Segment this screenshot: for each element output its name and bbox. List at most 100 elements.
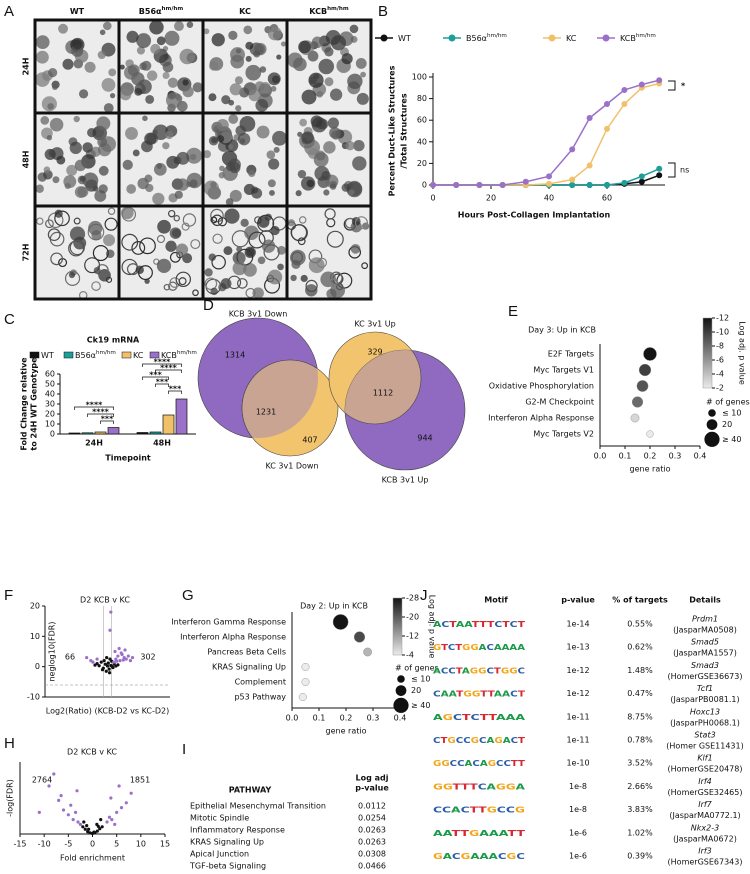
- point: [100, 825, 104, 829]
- pathway-name: Mitotic Spindle: [190, 814, 249, 823]
- cell-ring: [217, 217, 228, 227]
- category-label: G2-M Checkpoint: [525, 398, 594, 407]
- cell-blob: [316, 90, 324, 98]
- motif-letter: C: [450, 759, 458, 768]
- motif-letter: A: [480, 852, 490, 861]
- motif-letter: C: [494, 620, 502, 629]
- cell-ring: [96, 264, 109, 277]
- motif-letter: C: [433, 736, 441, 745]
- motif-letter: G: [470, 666, 478, 675]
- cell-blob: [252, 287, 264, 299]
- legend-marker: [602, 34, 610, 42]
- point: [86, 830, 90, 834]
- point: [569, 182, 576, 188]
- cell-blob: [350, 243, 361, 254]
- point: [121, 658, 125, 662]
- cell-ring: [212, 233, 223, 244]
- cell-blob: [257, 256, 266, 265]
- size-legend-title: # of genes: [395, 664, 439, 673]
- cell-ring: [156, 234, 166, 244]
- cell-blob: [56, 155, 66, 165]
- y-tick-label: 0: [422, 181, 427, 190]
- cell-ring: [204, 277, 218, 291]
- motif-letter: A: [449, 689, 458, 698]
- motif-source: (HomerGSE36673): [668, 672, 743, 681]
- colorbar-tick-label: -4: [406, 651, 414, 660]
- y-axis-label: /Total Structures: [400, 93, 409, 168]
- dot: [332, 614, 349, 630]
- motif-letter: A: [479, 643, 488, 652]
- cell-blob: [52, 176, 60, 184]
- motif-letter: C: [461, 805, 470, 814]
- chart-title: Day 3: Up in KCB: [528, 326, 596, 335]
- motif-letter: A: [516, 782, 527, 791]
- cell-blob: [291, 259, 301, 269]
- motif-letter: C: [463, 736, 471, 745]
- dot: [638, 363, 652, 377]
- motif-letter: A: [506, 712, 517, 721]
- venn-count: 1231: [256, 408, 276, 417]
- cell-blob: [162, 61, 174, 73]
- motif-letter: C: [510, 620, 518, 629]
- motif-letter: G: [496, 782, 506, 791]
- x-tick-label: 0.1: [619, 452, 632, 461]
- significance-bracket: [142, 363, 182, 367]
- cell-blob: [78, 89, 89, 99]
- legend-label-sup: hm/hm: [96, 350, 116, 356]
- motif-source: (JasparPH0068.1): [670, 718, 740, 727]
- legend-label-text: KCB: [620, 34, 636, 43]
- motif-logo: C A A T G G T TA A C T: [433, 689, 526, 698]
- cell-blob: [243, 263, 257, 277]
- motif-letter: A: [433, 666, 442, 675]
- colorbar: [702, 317, 713, 389]
- cell-blob: [301, 131, 314, 144]
- percent-targets: 0.47%: [627, 689, 653, 698]
- y-tick-label: 10: [30, 632, 40, 641]
- cell-blob: [355, 58, 367, 69]
- cell-ring: [50, 252, 64, 266]
- colorbar-tick-label: -28: [406, 594, 419, 603]
- cell-blob: [216, 135, 225, 143]
- motif-letter: T: [502, 620, 510, 629]
- row-header: 48H: [22, 151, 31, 169]
- cell-blob: [69, 141, 82, 154]
- chart-title: Day 2: Up in KCB: [300, 602, 368, 611]
- cell-blob: [273, 146, 280, 153]
- category-label: Myc Targets V2: [533, 430, 594, 439]
- cell-blob: [230, 47, 245, 63]
- cell-ring: [237, 278, 248, 289]
- size-legend-label: ≤ 10: [722, 409, 741, 418]
- x-axis-label: gene ratio: [326, 727, 367, 736]
- motif-letter: C: [453, 712, 462, 721]
- point: [88, 831, 92, 835]
- cell-blob: [234, 76, 243, 85]
- cell-blob: [287, 52, 303, 68]
- motif-letter: C: [496, 759, 504, 768]
- count-label: 66: [65, 653, 75, 662]
- point: [118, 659, 122, 663]
- cell-blob: [311, 36, 324, 49]
- column-header-text: WT: [70, 7, 85, 16]
- point: [621, 179, 628, 186]
- y-tick-label: 20: [45, 410, 55, 419]
- cell-blob: [152, 192, 165, 205]
- cell-blob: [156, 36, 166, 46]
- cell-blob: [208, 93, 217, 102]
- cell-blob: [270, 85, 277, 92]
- x-tick-label: 40: [544, 194, 554, 203]
- category-label: KRAS Signaling Up: [212, 663, 286, 672]
- motif-letter: A: [462, 666, 471, 675]
- cell-blob: [74, 159, 87, 172]
- cell-blob: [248, 89, 261, 102]
- cell-ring: [231, 230, 249, 248]
- motif-letter: T: [494, 666, 502, 675]
- y-tick-label: 60: [45, 370, 55, 379]
- category-label: p53 Pathway: [234, 693, 286, 702]
- cell-ring: [91, 281, 101, 291]
- motif-gene: Smad3: [691, 661, 719, 670]
- cell-blob: [79, 175, 86, 182]
- annotation: ns: [680, 166, 689, 175]
- cell-ring: [298, 216, 307, 224]
